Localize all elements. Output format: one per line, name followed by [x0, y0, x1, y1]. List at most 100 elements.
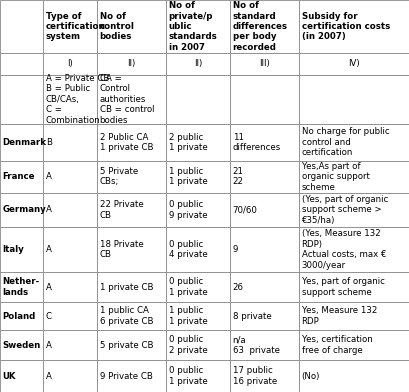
Text: No of
control
bodies: No of control bodies — [100, 11, 135, 42]
Bar — [230, 0, 299, 53]
Bar — [43, 360, 97, 392]
Bar — [230, 192, 299, 227]
Bar — [0, 75, 43, 123]
Text: 0 public
4 private: 0 public 4 private — [169, 240, 207, 259]
Bar — [299, 75, 409, 123]
Text: Yes, Measure 132
RDP: Yes, Measure 132 RDP — [301, 306, 377, 326]
Bar — [0, 161, 43, 192]
Text: No of
standard
differences
per body
recorded: No of standard differences per body reco… — [232, 1, 288, 52]
Text: n/a
63  private: n/a 63 private — [232, 335, 279, 355]
Bar — [97, 227, 166, 272]
Text: 5 private CB: 5 private CB — [100, 341, 153, 350]
Bar — [43, 330, 97, 360]
Text: Italy: Italy — [2, 245, 24, 254]
Bar — [97, 360, 166, 392]
Bar — [0, 302, 43, 330]
Text: (No): (No) — [301, 372, 320, 381]
Bar — [299, 330, 409, 360]
Bar — [97, 123, 166, 161]
Bar — [43, 0, 97, 53]
Bar — [299, 123, 409, 161]
Text: 1 public
1 private: 1 public 1 private — [169, 167, 207, 187]
Bar — [43, 272, 97, 302]
Bar — [230, 53, 299, 75]
Text: 0 public
9 private: 0 public 9 private — [169, 200, 207, 220]
Text: Type of
certification
system: Type of certification system — [46, 11, 106, 42]
Text: A: A — [46, 205, 52, 214]
Bar — [0, 53, 43, 75]
Text: Yes, part of organic
support scheme: Yes, part of organic support scheme — [301, 277, 384, 297]
Bar — [0, 0, 43, 53]
Bar — [97, 0, 166, 53]
Text: 18 Private
CB: 18 Private CB — [100, 240, 143, 259]
Bar — [166, 53, 230, 75]
Text: Yes, certification
free of charge: Yes, certification free of charge — [301, 335, 372, 355]
Bar — [299, 227, 409, 272]
Bar — [97, 272, 166, 302]
Bar — [230, 227, 299, 272]
Bar — [43, 302, 97, 330]
Bar — [0, 272, 43, 302]
Bar — [0, 227, 43, 272]
Text: 5 Private
CBs;: 5 Private CBs; — [100, 167, 138, 187]
Bar — [230, 330, 299, 360]
Bar — [230, 360, 299, 392]
Text: 9 Private CB: 9 Private CB — [100, 372, 153, 381]
Text: (Yes, Measure 132
RDP)
Actual costs, max €
3000/year: (Yes, Measure 132 RDP) Actual costs, max… — [301, 229, 386, 270]
Bar — [166, 161, 230, 192]
Bar — [230, 123, 299, 161]
Bar — [166, 75, 230, 123]
Bar — [230, 302, 299, 330]
Bar — [97, 302, 166, 330]
Text: Germany: Germany — [2, 205, 46, 214]
Text: 9: 9 — [232, 245, 238, 254]
Text: Yes,As part of
organic support
scheme: Yes,As part of organic support scheme — [301, 162, 369, 192]
Text: No of
private/p
ublic
standards
in 2007: No of private/p ublic standards in 2007 — [169, 1, 217, 52]
Bar — [43, 161, 97, 192]
Text: No charge for public
control and
certification: No charge for public control and certifi… — [301, 127, 389, 157]
Text: A: A — [46, 372, 52, 381]
Text: CA =
Control
authorities
CB = control
bodies: CA = Control authorities CB = control bo… — [100, 74, 154, 125]
Bar — [97, 330, 166, 360]
Text: A: A — [46, 172, 52, 181]
Bar — [299, 360, 409, 392]
Bar — [230, 272, 299, 302]
Bar — [43, 53, 97, 75]
Bar — [230, 161, 299, 192]
Bar — [43, 123, 97, 161]
Text: Sweden: Sweden — [2, 341, 41, 350]
Text: UK: UK — [2, 372, 16, 381]
Text: Poland: Poland — [2, 312, 36, 321]
Text: IV): IV) — [348, 60, 360, 69]
Bar — [166, 0, 230, 53]
Text: 1 private CB: 1 private CB — [100, 283, 153, 292]
Text: 21
22: 21 22 — [232, 167, 243, 187]
Bar — [299, 302, 409, 330]
Bar — [299, 53, 409, 75]
Text: A: A — [46, 245, 52, 254]
Bar — [299, 192, 409, 227]
Text: 22 Private
CB: 22 Private CB — [100, 200, 143, 220]
Text: 1 public
1 private: 1 public 1 private — [169, 306, 207, 326]
Text: I): I) — [67, 60, 73, 69]
Text: III): III) — [259, 60, 270, 69]
Text: 1 public CA
6 private CB: 1 public CA 6 private CB — [100, 306, 153, 326]
Text: II): II) — [128, 60, 136, 69]
Bar — [0, 360, 43, 392]
Bar — [166, 302, 230, 330]
Bar — [43, 227, 97, 272]
Text: A: A — [46, 341, 52, 350]
Bar — [0, 330, 43, 360]
Bar — [97, 161, 166, 192]
Text: 17 public
16 private: 17 public 16 private — [232, 367, 277, 386]
Bar — [299, 0, 409, 53]
Text: 70/60: 70/60 — [232, 205, 257, 214]
Bar — [43, 192, 97, 227]
Text: 0 public
1 private: 0 public 1 private — [169, 367, 207, 386]
Bar — [0, 192, 43, 227]
Text: 0 public
2 private: 0 public 2 private — [169, 335, 207, 355]
Text: (Yes, part of organic
support scheme >
€35/ha): (Yes, part of organic support scheme > €… — [301, 195, 388, 225]
Bar — [166, 192, 230, 227]
Text: B: B — [46, 138, 52, 147]
Text: II): II) — [194, 60, 202, 69]
